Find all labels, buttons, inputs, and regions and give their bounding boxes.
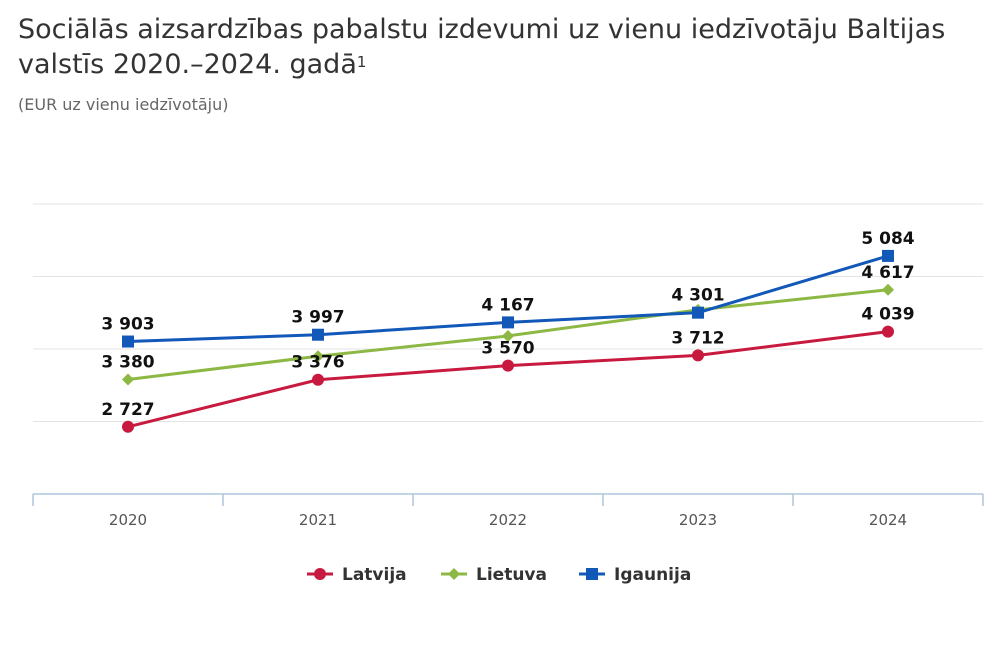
marker-latvija-2023 [692, 349, 704, 362]
chart-title-text: Sociālās aizsardzības pabalstu izdevumi … [18, 14, 946, 80]
chart-title: Sociālās aizsardzības pabalstu izdevumi … [18, 12, 988, 82]
marker-igaunija-2021 [312, 328, 324, 341]
data-label-igaunija-2020: 3 903 [101, 315, 154, 335]
x-tick-label-2023: 2023 [679, 511, 717, 529]
data-label-latvija-2020: 2 727 [101, 400, 154, 420]
legend: Latvija Lietuva Igaunija [307, 565, 691, 585]
legend-marker-igaunija [586, 568, 598, 580]
data-label-latvija-2023: 3 712 [671, 328, 724, 348]
data-label-latvija-2024: 4 039 [861, 305, 914, 325]
marker-latvija-2021 [312, 373, 324, 386]
data-label-igaunija-2022: 4 167 [481, 295, 534, 315]
marker-latvija-2022 [502, 359, 514, 372]
marker-latvija-2024 [882, 325, 894, 338]
data-label-lietuva-2024: 4 617 [861, 263, 914, 283]
x-tick-label-2024: 2024 [869, 511, 907, 529]
marker-lietuva-2024 [882, 283, 894, 296]
data-labels: 2 727 3 376 3 570 3 712 4 039 3 380 4 617 3 903… [101, 229, 914, 420]
marker-igaunija-2023 [692, 306, 704, 319]
gridlines [33, 203, 983, 422]
marker-lietuva-2021 [312, 350, 324, 363]
marker-lietuva-2022 [502, 329, 514, 342]
data-label-igaunija-2024: 5 084 [861, 229, 914, 249]
x-tick-label-2021: 2021 [299, 511, 337, 529]
legend-label-latvija: Latvija [342, 565, 407, 585]
x-tick-label-2020: 2020 [109, 511, 147, 529]
title-footnote: 1 [356, 53, 367, 71]
legend-label-igaunija: Igaunija [614, 565, 691, 585]
marker-lietuva-2020 [122, 373, 134, 386]
marker-igaunija-2024 [882, 249, 894, 262]
data-label-igaunija-2023: 4 301 [671, 286, 724, 306]
series-markers [122, 249, 894, 433]
x-axis: 2020 2021 2022 2023 2024 [32, 493, 984, 529]
data-label-latvija-2022: 3 570 [481, 339, 534, 359]
legend-marker-lietuva [448, 568, 460, 580]
legend-label-lietuva: Lietuva [476, 565, 547, 585]
x-tick-label-2022: 2022 [489, 511, 527, 529]
chart-subtitle: (EUR uz vienu iedzīvotāju) [18, 95, 229, 114]
marker-igaunija-2022 [502, 316, 514, 329]
marker-latvija-2020 [122, 420, 134, 433]
data-label-lietuva-2020: 3 380 [101, 352, 154, 372]
marker-igaunija-2020 [122, 335, 134, 348]
data-label-latvija-2021: 3 376 [291, 353, 344, 373]
data-label-igaunija-2021: 3 997 [291, 308, 344, 328]
legend-marker-latvija [314, 568, 326, 580]
